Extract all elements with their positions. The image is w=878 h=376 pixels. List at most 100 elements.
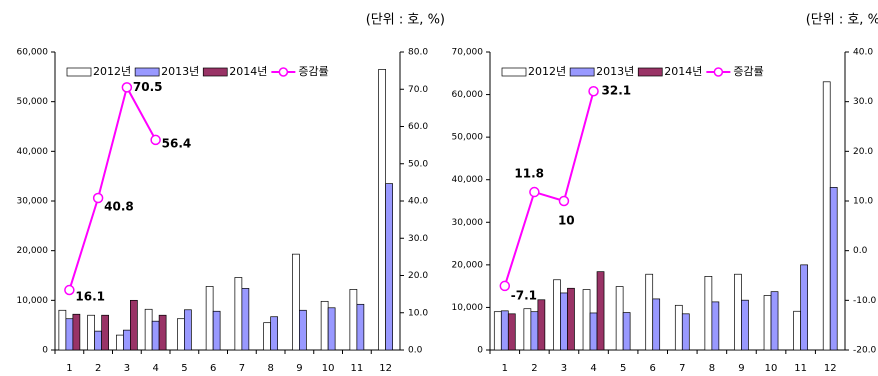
x-tick-label: 6 bbox=[650, 363, 656, 374]
legend-label: 2014년 bbox=[229, 65, 267, 78]
bar bbox=[741, 299, 749, 351]
bar bbox=[553, 279, 561, 351]
x-tick-label: 8 bbox=[267, 363, 273, 374]
x-tick-label: 3 bbox=[561, 363, 567, 374]
y2-tick-label: 20.0 bbox=[853, 147, 873, 157]
x-tick-label: 2 bbox=[95, 363, 101, 374]
bar bbox=[622, 312, 631, 351]
x-tick-label: 8 bbox=[709, 363, 715, 374]
bar bbox=[681, 313, 690, 351]
line bbox=[503, 90, 595, 287]
marker bbox=[121, 82, 133, 93]
bar bbox=[320, 300, 329, 351]
bar bbox=[530, 311, 539, 351]
y-tick-label: 0 bbox=[477, 346, 483, 356]
y2-tick-label: 70.0 bbox=[408, 85, 428, 95]
x-tick-label: 11 bbox=[794, 363, 807, 374]
bar bbox=[212, 310, 221, 351]
y2-tick-label: 0.0 bbox=[408, 346, 423, 356]
y2-tick-label: 60.0 bbox=[408, 122, 428, 132]
bar bbox=[151, 320, 160, 351]
y-tick-label: 50,000 bbox=[452, 133, 484, 143]
bar bbox=[158, 314, 167, 351]
bar bbox=[596, 271, 605, 351]
legend-swatch bbox=[66, 67, 92, 77]
bar bbox=[184, 309, 192, 351]
legend-marker bbox=[713, 67, 724, 77]
x-tick-label: 3 bbox=[124, 363, 130, 374]
bar bbox=[101, 314, 109, 351]
legend-swatch bbox=[134, 67, 160, 77]
y2-tick-label: 40.0 bbox=[853, 48, 873, 58]
y-tick-label: 40,000 bbox=[17, 147, 49, 157]
legend-label: 2014년 bbox=[664, 65, 702, 78]
legend-label: 2012년 bbox=[528, 65, 566, 78]
marker bbox=[588, 85, 599, 97]
y-tick-label: 30,000 bbox=[452, 218, 484, 228]
bar bbox=[356, 303, 365, 351]
bar bbox=[205, 286, 214, 351]
x-tick-label: 12 bbox=[379, 363, 392, 374]
bar bbox=[234, 277, 243, 351]
bar bbox=[711, 301, 720, 351]
bar bbox=[800, 264, 808, 351]
data-label: 16.1 bbox=[75, 290, 105, 304]
bar bbox=[523, 308, 532, 351]
bar bbox=[763, 295, 772, 351]
legend-label: 2013년 bbox=[596, 65, 634, 78]
y-tick-label: 70,000 bbox=[452, 48, 484, 58]
legend-label: 증감률 bbox=[733, 65, 763, 78]
bar bbox=[500, 310, 509, 351]
y2-tick-label: 30.0 bbox=[853, 97, 873, 107]
marker bbox=[558, 195, 570, 207]
y2-tick-label: -20.0 bbox=[853, 346, 877, 356]
line bbox=[68, 84, 157, 291]
legend-swatch bbox=[637, 67, 663, 77]
bar bbox=[829, 187, 838, 351]
y2-tick-label: 50.0 bbox=[408, 159, 428, 169]
bar bbox=[65, 318, 74, 351]
marker bbox=[529, 186, 540, 198]
subtitle: (단위 : 호, %) bbox=[806, 13, 878, 28]
data-label: 10 bbox=[558, 214, 575, 228]
bar bbox=[822, 81, 831, 351]
bar bbox=[94, 330, 102, 351]
y2-tick-label: -10.0 bbox=[853, 296, 877, 306]
legend-marker bbox=[278, 67, 289, 77]
bar bbox=[177, 318, 185, 351]
bar bbox=[299, 309, 307, 351]
legend-swatch bbox=[202, 67, 228, 77]
data-label: 70.5 bbox=[133, 80, 163, 94]
x-tick-label: 11 bbox=[351, 363, 364, 374]
bar bbox=[58, 309, 67, 351]
bar bbox=[87, 314, 95, 351]
x-tick-label: 7 bbox=[679, 363, 685, 374]
x-tick-label: 5 bbox=[620, 363, 626, 374]
marker bbox=[150, 134, 161, 146]
y-tick-label: 40,000 bbox=[452, 175, 484, 185]
data-label: 56.4 bbox=[162, 136, 192, 150]
marker bbox=[92, 192, 104, 204]
bar bbox=[130, 299, 138, 351]
data-label: -7.1 bbox=[511, 288, 537, 302]
y-tick-label: 50,000 bbox=[17, 97, 49, 107]
bar bbox=[793, 310, 801, 351]
y-tick-label: 10,000 bbox=[17, 296, 49, 306]
x-tick-label: 5 bbox=[181, 363, 187, 374]
y2-tick-label: 20.0 bbox=[408, 271, 428, 281]
marker bbox=[499, 280, 511, 292]
bar bbox=[652, 298, 661, 351]
legend-label: 2013년 bbox=[161, 65, 199, 78]
y2-tick-label: 40.0 bbox=[408, 197, 428, 207]
y-tick-label: 20,000 bbox=[17, 246, 49, 256]
bar bbox=[567, 287, 575, 351]
y-tick-label: 30,000 bbox=[17, 197, 49, 207]
x-tick-label: 10 bbox=[765, 363, 778, 374]
x-tick-label: 1 bbox=[66, 363, 72, 374]
x-tick-label: 9 bbox=[296, 363, 302, 374]
bar bbox=[241, 288, 250, 351]
bar bbox=[582, 289, 591, 351]
bar bbox=[116, 334, 124, 351]
bar bbox=[385, 183, 393, 351]
